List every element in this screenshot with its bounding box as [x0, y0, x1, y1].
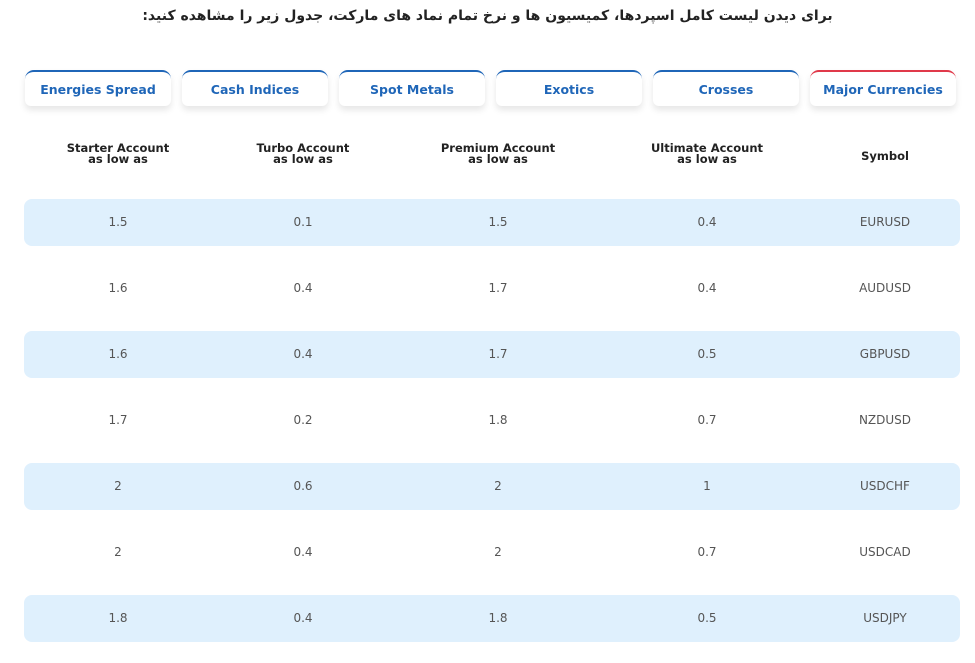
cell-starter: 1.5	[108, 215, 128, 229]
cell-premium: 2	[494, 545, 502, 559]
cell-symbol: USDJPY	[863, 611, 907, 625]
table-row: 1.7 0.2 1.8 0.7 NZDUSD	[24, 397, 960, 444]
cell-starter: 1.6	[108, 347, 128, 361]
header-ultimate-account: Ultimate Account as low as	[650, 141, 764, 166]
cell-ultimate: 1	[703, 479, 711, 493]
cell-symbol: USDCAD	[859, 545, 911, 559]
header-premium-account: Premium Account as low as	[440, 141, 556, 166]
cell-starter: 1.8	[108, 611, 128, 625]
header-starter-account: Starter Account as low as	[66, 141, 170, 166]
cell-turbo: 0.4	[293, 281, 313, 295]
cell-starter: 2	[114, 479, 122, 493]
table-row: 2 0.4 2 0.7 USDCAD	[24, 529, 960, 576]
tab-major-currencies[interactable]: Major Currencies	[810, 70, 956, 106]
cell-turbo: 0.4	[293, 545, 313, 559]
header-symbol: Symbol	[861, 149, 909, 163]
table-header: Starter Account as low as Turbo Account …	[24, 141, 960, 175]
cell-ultimate: 0.7	[697, 413, 717, 427]
cell-ultimate: 0.7	[697, 545, 717, 559]
market-tabs: Energies Spread Cash Indices Spot Metals…	[25, 70, 957, 108]
cell-premium: 1.8	[488, 611, 508, 625]
table-row: 2 0.6 2 1 USDCHF	[24, 463, 960, 510]
cell-symbol: GBPUSD	[859, 347, 911, 361]
cell-premium: 1.5	[488, 215, 508, 229]
tab-spot-metals[interactable]: Spot Metals	[339, 70, 485, 106]
tab-exotics[interactable]: Exotics	[496, 70, 642, 106]
intro-text: برای دیدن لیست کامل اسپردها، کمیسیون ها …	[142, 8, 833, 24]
cell-premium: 2	[494, 479, 502, 493]
cell-turbo: 0.2	[293, 413, 313, 427]
cell-turbo: 0.6	[293, 479, 313, 493]
tab-crosses[interactable]: Crosses	[653, 70, 799, 106]
cell-starter: 2	[114, 545, 122, 559]
cell-symbol: AUDUSD	[859, 281, 911, 295]
cell-premium: 1.8	[488, 413, 508, 427]
cell-turbo: 0.1	[293, 215, 313, 229]
cell-turbo: 0.4	[293, 347, 313, 361]
table-row: 1.8 0.4 1.8 0.5 USDJPY	[24, 595, 960, 642]
cell-ultimate: 0.4	[697, 215, 717, 229]
cell-turbo: 0.4	[293, 611, 313, 625]
cell-symbol: NZDUSD	[858, 413, 912, 427]
cell-starter: 1.6	[108, 281, 128, 295]
cell-symbol: EURUSD	[859, 215, 911, 229]
table-row: 1.6 0.4 1.7 0.5 GBPUSD	[24, 331, 960, 378]
table-row: 1.5 0.1 1.5 0.4 EURUSD	[24, 199, 960, 246]
header-turbo-account: Turbo Account as low as	[256, 141, 350, 166]
tab-cash-indices[interactable]: Cash Indices	[182, 70, 328, 106]
cell-starter: 1.7	[108, 413, 128, 427]
cell-ultimate: 0.4	[697, 281, 717, 295]
cell-ultimate: 0.5	[697, 611, 717, 625]
cell-premium: 1.7	[488, 281, 508, 295]
cell-premium: 1.7	[488, 347, 508, 361]
tab-energies-spread[interactable]: Energies Spread	[25, 70, 171, 106]
table-row: 1.6 0.4 1.7 0.4 AUDUSD	[24, 265, 960, 312]
cell-symbol: USDCHF	[860, 479, 910, 493]
cell-ultimate: 0.5	[697, 347, 717, 361]
